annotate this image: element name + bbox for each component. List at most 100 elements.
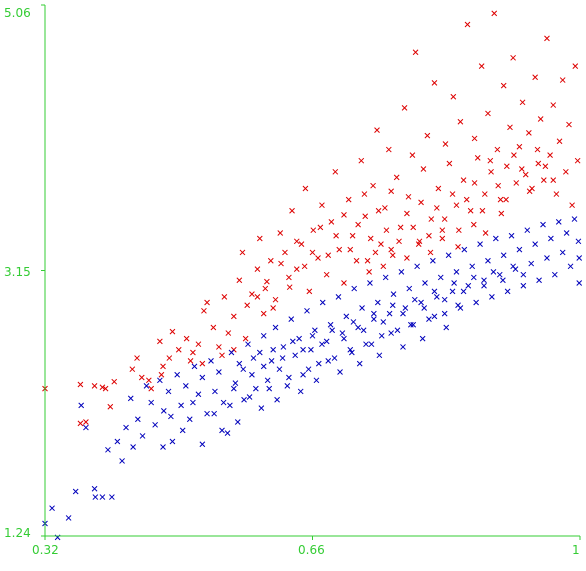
- data-point: [258, 405, 265, 411]
- data-point: [288, 316, 295, 323]
- data-point: [228, 349, 235, 356]
- data-point: [451, 280, 457, 286]
- data-point: [227, 402, 233, 409]
- data-point: [469, 263, 476, 270]
- data-point: [239, 249, 246, 256]
- data-point: [402, 305, 409, 311]
- data-point: [559, 249, 566, 256]
- data-point: [427, 249, 434, 256]
- data-point: [479, 207, 486, 214]
- data-point: [298, 241, 305, 247]
- data-point: [388, 330, 395, 336]
- data-point: [355, 324, 361, 331]
- data-point: [65, 515, 72, 521]
- data-point: [542, 163, 549, 170]
- data-point: [420, 166, 427, 172]
- data-point: [270, 305, 277, 311]
- data-point: [165, 388, 172, 395]
- data-point: [519, 99, 526, 106]
- data-point: [504, 288, 511, 295]
- data-point: [333, 232, 339, 239]
- data-point: [302, 185, 309, 192]
- data-point: [511, 152, 517, 158]
- data-point: [246, 394, 253, 400]
- data-point: [325, 357, 332, 364]
- data-point: [179, 427, 186, 434]
- data-point: [274, 396, 280, 403]
- data-point: [169, 328, 176, 335]
- data-point: [508, 232, 515, 239]
- data-point: [323, 271, 330, 278]
- data-point: [91, 485, 98, 492]
- data-point: [433, 294, 440, 300]
- data-point: [282, 249, 288, 256]
- data-point: [380, 319, 387, 325]
- data-point: [481, 277, 487, 284]
- data-point: [412, 49, 419, 56]
- data-point: [270, 346, 277, 353]
- data-point: [374, 299, 381, 306]
- data-point: [262, 285, 269, 292]
- data-point: [441, 216, 448, 222]
- data-point: [152, 421, 159, 428]
- data-point: [544, 35, 550, 42]
- data-point: [339, 330, 346, 336]
- data-point: [187, 357, 194, 364]
- data-point: [500, 277, 506, 284]
- data-point: [474, 155, 481, 161]
- data-point: [415, 241, 422, 247]
- data-point: [559, 77, 566, 83]
- data-point: [191, 363, 198, 370]
- data-point: [111, 378, 118, 385]
- data-point: [410, 321, 417, 328]
- data-point: [348, 349, 355, 356]
- data-point: [267, 257, 274, 264]
- data-point: [356, 360, 363, 367]
- data-point: [435, 185, 442, 192]
- data-point: [252, 385, 259, 392]
- data-point: [315, 360, 322, 367]
- data-point: [516, 143, 523, 150]
- data-point: [500, 252, 507, 259]
- data-point: [445, 252, 452, 259]
- data-point: [204, 410, 210, 417]
- data-point: [284, 383, 291, 389]
- data-point: [242, 335, 249, 342]
- data-point: [418, 299, 424, 306]
- data-point: [507, 124, 513, 131]
- data-point: [532, 241, 539, 247]
- data-point: [360, 327, 367, 334]
- data-point: [134, 355, 140, 361]
- data-point: [107, 403, 114, 410]
- data-point: [535, 160, 542, 167]
- data-point: [397, 224, 404, 231]
- data-point: [576, 255, 583, 261]
- data-point: [319, 202, 325, 209]
- data-point: [190, 399, 196, 406]
- data-point: [551, 271, 558, 278]
- data-point: [385, 146, 392, 153]
- data-point: [520, 282, 527, 289]
- data-point: [566, 121, 572, 128]
- data-point: [383, 227, 390, 234]
- data-point: [464, 21, 471, 28]
- data-point: [358, 157, 365, 164]
- data-point: [272, 324, 279, 331]
- data-point: [319, 341, 325, 348]
- data-point: [264, 278, 270, 285]
- data-point: [467, 207, 474, 214]
- data-point: [536, 277, 542, 284]
- data-point: [315, 255, 321, 261]
- data-point: [433, 205, 440, 211]
- data-point: [414, 263, 420, 270]
- data-point: [470, 274, 477, 281]
- data-point: [286, 374, 292, 381]
- data-point: [332, 168, 339, 175]
- data-point: [225, 330, 232, 336]
- data-point: [83, 424, 89, 431]
- data-point: [300, 346, 306, 353]
- data-point: [319, 299, 326, 306]
- data-point: [489, 294, 495, 300]
- data-point: [224, 430, 231, 436]
- data-point: [477, 241, 483, 247]
